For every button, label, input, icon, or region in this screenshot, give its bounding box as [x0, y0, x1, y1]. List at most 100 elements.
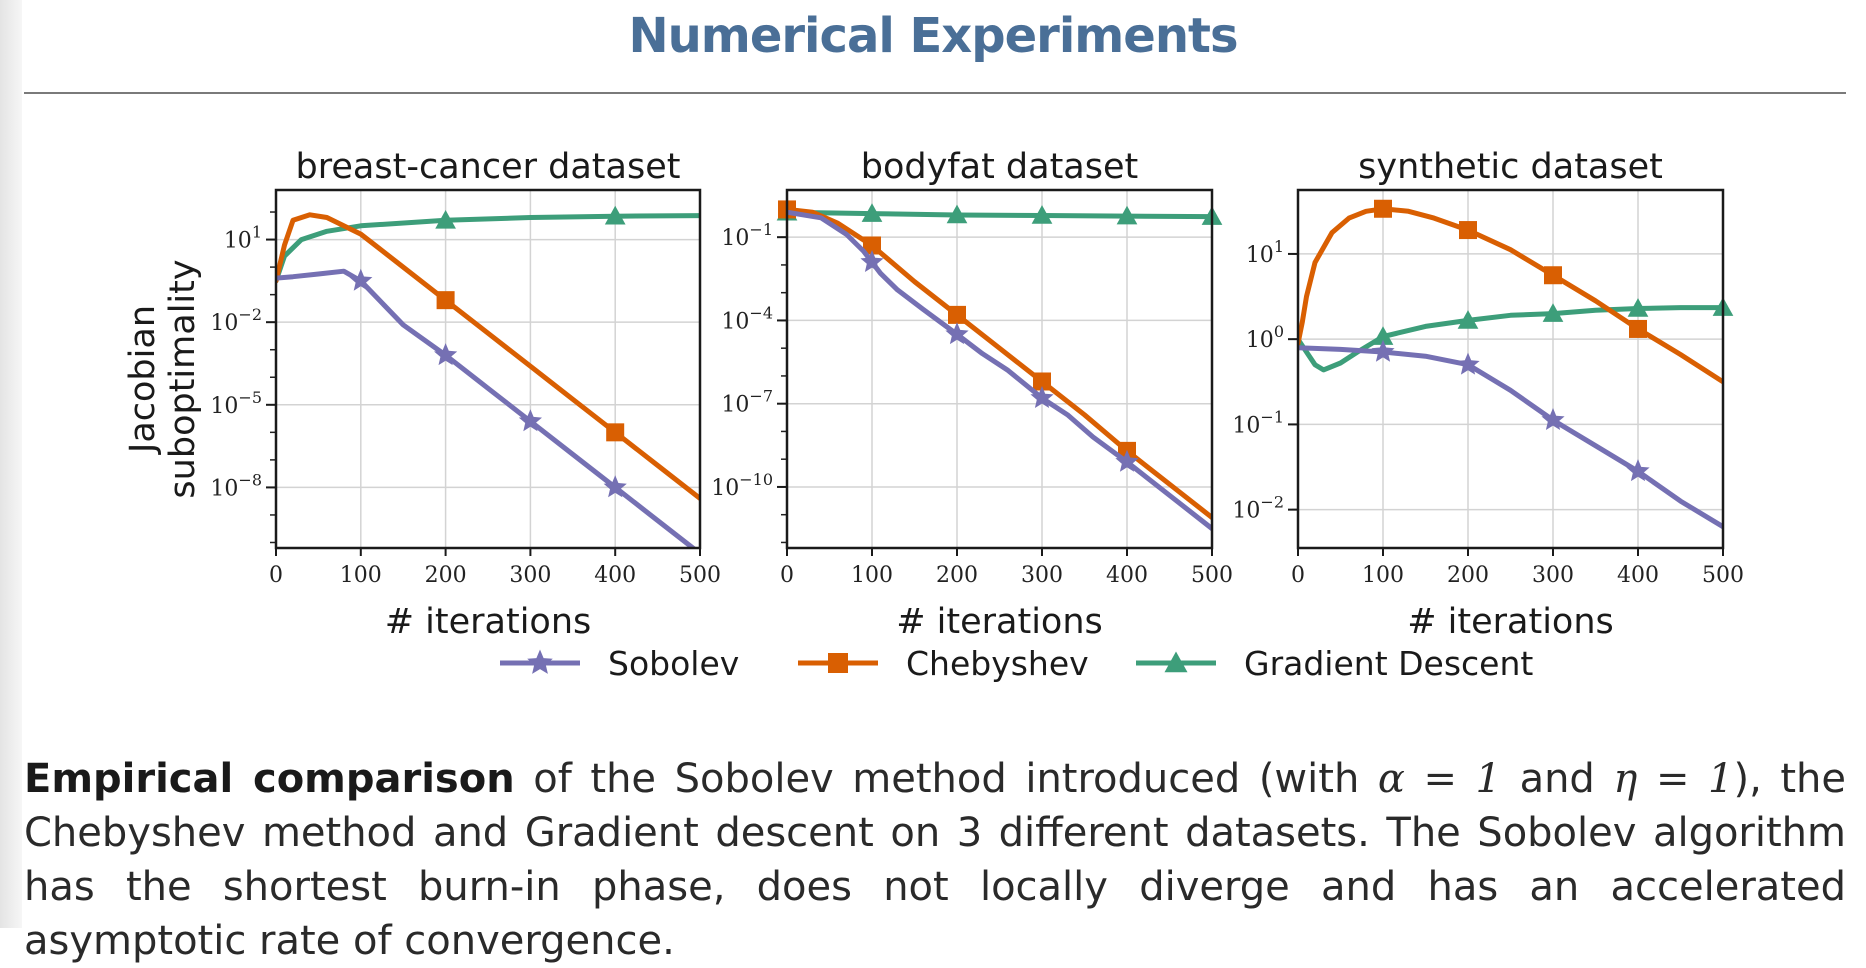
legend-item-gradient-descent: Gradient Descent [1136, 644, 1533, 683]
x-tick-label: 400 [1106, 563, 1148, 588]
legend-marker [527, 649, 553, 674]
chart-title: breast-cancer dataset [296, 147, 681, 187]
x-tick-label: 200 [936, 563, 978, 588]
series-line-sobolev [276, 268, 698, 548]
data-point-chebyshev [948, 305, 966, 324]
data-point-sobolev [1541, 408, 1565, 430]
data-point-gradient-descent [1457, 310, 1479, 329]
data-point-sobolev [945, 322, 969, 345]
data-point-chebyshev [1544, 266, 1562, 285]
x-tick-label: 0 [269, 563, 283, 588]
x-tick-label: 200 [1447, 563, 1489, 588]
figure: 0 100 200 300 400 500 101 10−2 10−5 10−8 breast-ca… [123, 147, 1744, 683]
plot-frame [274, 188, 702, 550]
x-tick-label: 100 [1362, 563, 1404, 588]
chart-panel-3: 0 100 200 300 400 500 101 100 10−1 10−2 synthetic … [1232, 147, 1744, 642]
figure-caption: Empirical comparison of the Sobolev meth… [24, 752, 1846, 968]
x-tick-label: 300 [509, 563, 551, 588]
x-tick-label: 0 [780, 563, 794, 588]
caption-bold: Empirical comparison [24, 756, 515, 802]
chart-title: synthetic dataset [1358, 147, 1663, 187]
data-point-gradient-descent [1031, 205, 1053, 224]
data-point-sobolev [434, 343, 458, 366]
data-point-sobolev [603, 475, 627, 498]
x-tick-label: 500 [1702, 563, 1744, 588]
page-title: Numerical Experiments [628, 8, 1238, 64]
y-tick-label: 10−2 [1232, 493, 1284, 524]
plot-frame [1296, 188, 1725, 550]
y-tick-label: 101 [1246, 237, 1284, 268]
data-point-gradient-descent [435, 209, 456, 229]
series-line-sobolev [787, 209, 1212, 532]
series-line-gradient-descent [1298, 305, 1723, 373]
data-point-sobolev [1626, 459, 1650, 482]
legend-marker [828, 653, 848, 673]
data-point-chebyshev [1629, 319, 1647, 338]
x-tick-label: 300 [1532, 563, 1574, 588]
x-axis-label: # iterations [385, 602, 592, 642]
series-line-chebyshev [276, 212, 700, 501]
page-edge [0, 0, 22, 928]
data-point-gradient-descent [1116, 205, 1138, 225]
x-tick-label: 300 [1021, 563, 1063, 588]
data-point-gradient-descent [1372, 326, 1394, 345]
chart-panel-1: 0 100 200 300 400 500 101 10−2 10−5 10−8 breast-ca… [123, 147, 721, 642]
y-tick-label: 10−8 [210, 470, 262, 501]
y-tick-label: 101 [224, 223, 262, 254]
y-tick-label: 10−5 [210, 388, 262, 419]
data-point-gradient-descent [861, 203, 883, 222]
legend-label: Sobolev [608, 644, 739, 683]
data-point-sobolev [518, 409, 542, 432]
data-point-gradient-descent [1627, 298, 1649, 317]
data-point-chebyshev [1459, 221, 1477, 240]
caption-eta: η = 1 [1613, 756, 1734, 802]
data-point-gradient-descent [604, 205, 626, 225]
data-point-chebyshev [863, 236, 881, 255]
data-point-sobolev [1115, 449, 1139, 472]
x-tick-label: 500 [679, 563, 721, 588]
x-tick-label: 100 [340, 563, 382, 588]
data-point-chebyshev [1033, 372, 1051, 391]
title-divider [24, 92, 1846, 94]
caption-text-2: and [1501, 756, 1614, 802]
legend-label: Chebyshev [906, 644, 1089, 683]
y-tick-label: 10−1 [721, 220, 773, 251]
legend-item-chebyshev: Chebyshev [798, 644, 1089, 683]
data-point-sobolev [1371, 339, 1395, 362]
data-point-gradient-descent [946, 204, 968, 224]
series-line-sobolev [1298, 345, 1723, 530]
data-point-sobolev [349, 268, 373, 291]
y-axis-label: Jacobiansuboptimality [123, 259, 203, 498]
caption-text-1: of the Sobolev method introduced (with [514, 756, 1378, 802]
x-tick-label: 200 [425, 563, 467, 588]
legend-marker [1164, 651, 1188, 673]
y-tick-label: 100 [1246, 322, 1284, 353]
x-tick-label: 100 [851, 563, 893, 588]
legend-label: Gradient Descent [1244, 644, 1533, 683]
data-point-sobolev [860, 250, 884, 272]
y-tick-label: 10−2 [210, 305, 262, 336]
data-point-gradient-descent [1542, 303, 1564, 322]
series-line-gradient-descent [787, 209, 1212, 220]
y-tick-label: 10−7 [721, 387, 773, 418]
data-point-sobolev [1030, 386, 1054, 408]
legend-item-sobolev: Sobolev [500, 644, 739, 683]
x-tick-label: 500 [1191, 563, 1233, 588]
y-tick-label: 10−10 [711, 470, 773, 501]
chart-title: bodyfat dataset [861, 147, 1139, 187]
series-line-chebyshev [1298, 206, 1723, 385]
x-axis-label: # iterations [1407, 602, 1614, 642]
caption-alpha: α = 1 [1377, 756, 1501, 802]
x-tick-label: 400 [1617, 563, 1659, 588]
y-tick-label: 10−4 [721, 303, 773, 334]
chart-legend: Sobolev Chebyshev Gradient Descent [500, 644, 1533, 683]
x-tick-label: 0 [1291, 563, 1305, 588]
y-tick-label: 10−1 [1232, 407, 1284, 438]
data-point-chebyshev [436, 291, 455, 310]
chart-panel-2: 0 100 200 300 400 500 10−1 10−4 10−7 10−10 bodyfat… [711, 147, 1233, 642]
data-point-sobolev [1456, 352, 1480, 375]
series-line-gradient-descent [276, 213, 700, 284]
data-point-chebyshev [606, 423, 625, 442]
plot-frame [785, 188, 1214, 550]
x-tick-label: 400 [594, 563, 636, 588]
